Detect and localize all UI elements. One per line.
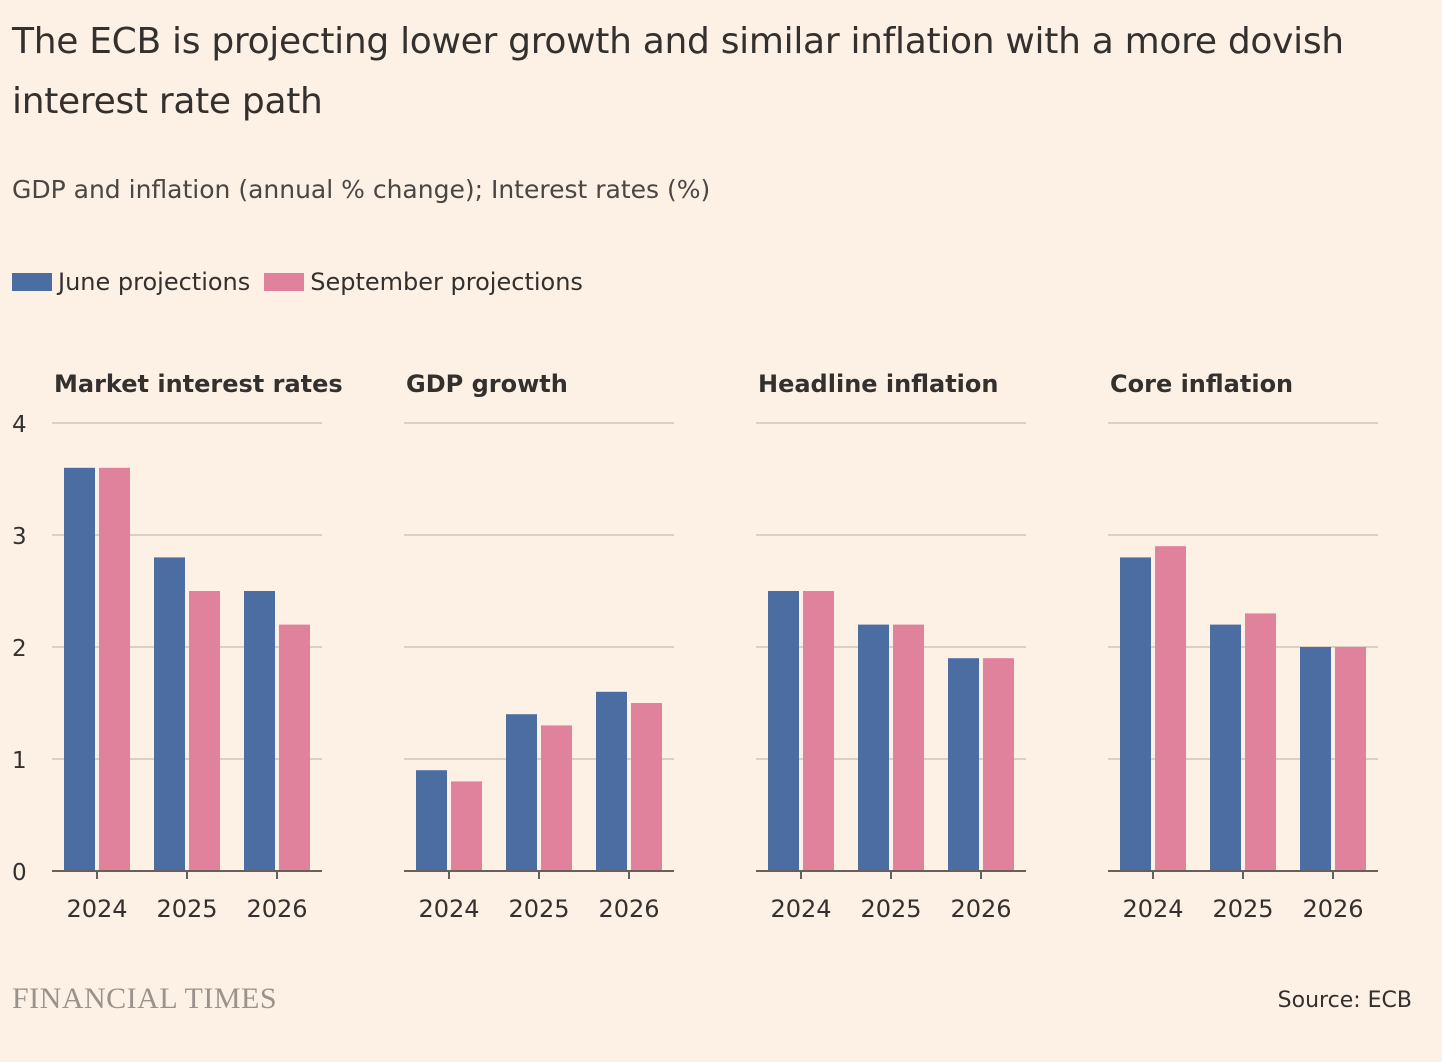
bar-june (244, 591, 275, 871)
bar-september (279, 624, 310, 871)
x-tick-label: 2025 (860, 895, 921, 923)
bar-september (803, 591, 834, 871)
bar-june (64, 467, 95, 871)
bar-june (768, 591, 799, 871)
bar-june (596, 691, 627, 871)
y-tick-label: 2 (12, 636, 27, 662)
bar-june (416, 770, 447, 871)
bar-june (948, 658, 979, 871)
panel-title: GDP growth (406, 370, 568, 398)
legend-label-september: September projections (310, 268, 583, 296)
legend-item-september: September projections (264, 268, 583, 296)
bar-chart-panels: 0 1 2 3 4 Market interest rates 2024 2025 2026 GD… (12, 370, 1378, 923)
x-tick-label: 2026 (598, 895, 659, 923)
x-tick-label: 2024 (1122, 895, 1183, 923)
bar-june (1300, 647, 1331, 871)
legend-swatch-september (264, 273, 305, 291)
panel-title: Market interest rates (54, 370, 343, 398)
bar-september (983, 658, 1014, 871)
panel-title: Core inflation (1110, 370, 1293, 398)
bar-june (506, 714, 537, 871)
y-tick-label: 4 (12, 412, 27, 438)
bar-september (1245, 613, 1276, 871)
bar-june (1210, 624, 1241, 871)
bar-september (451, 781, 482, 871)
bar-september (893, 624, 924, 871)
y-tick-label: 0 (12, 860, 27, 886)
panel-title: Headline inflation (758, 370, 998, 398)
x-tick-label: 2026 (246, 895, 307, 923)
x-tick-label: 2024 (66, 895, 127, 923)
ft-logo: FINANCIAL TIMES (12, 982, 278, 1015)
x-tick-label: 2025 (156, 895, 217, 923)
chart-subtitle: GDP and inflation (annual % change); Int… (12, 175, 711, 204)
bar-september (1155, 546, 1186, 871)
chart-title: The ECB is projecting lower growth and s… (12, 21, 1344, 122)
legend-item-june: June projections (12, 268, 250, 296)
bar-september (1335, 647, 1366, 871)
bar-september (189, 591, 220, 871)
bar-september (631, 703, 662, 871)
x-tick-label: 2026 (1302, 895, 1363, 923)
x-tick-label: 2025 (508, 895, 569, 923)
legend-label-june: June projections (58, 268, 251, 296)
x-tick-label: 2026 (950, 895, 1011, 923)
source-note: Source: ECB (1277, 988, 1412, 1013)
y-tick-label: 1 (12, 748, 27, 774)
bar-june (154, 557, 185, 871)
bar-june (1120, 557, 1151, 871)
x-tick-label: 2024 (770, 895, 831, 923)
bar-september (99, 467, 130, 871)
y-tick-label: 3 (12, 524, 27, 550)
x-tick-label: 2024 (418, 895, 479, 923)
legend-swatch-june (12, 273, 52, 291)
x-tick-label: 2025 (1212, 895, 1273, 923)
bar-june (858, 624, 889, 871)
legend: June projections September projections (12, 268, 597, 296)
bar-september (541, 725, 572, 871)
